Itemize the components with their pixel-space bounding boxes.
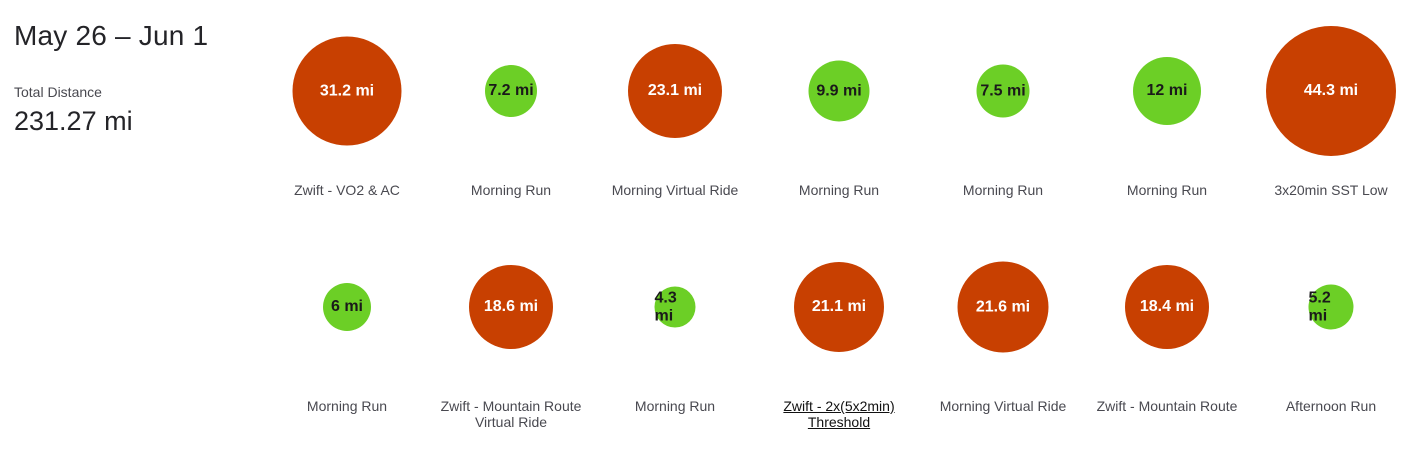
activity-distance-bubble[interactable]: 6 mi (323, 283, 371, 331)
total-distance-value: 231.27 mi (14, 106, 133, 136)
total-distance-label: Total Distance (14, 84, 102, 100)
activity-item[interactable]: 9.9 mi Morning Run (757, 6, 921, 226)
activity-name-link[interactable]: Zwift - 2x(5x2min) Threshold (783, 398, 895, 430)
activity-item[interactable]: 21.6 mi Morning Virtual Ride (921, 222, 1085, 442)
activity-item[interactable]: 31.2 mi Zwift - VO2 & AC (265, 6, 429, 226)
activity-item[interactable]: 4.3 mi Morning Run (593, 222, 757, 442)
bubble-area: 7.2 mi (429, 6, 593, 176)
activity-name-link[interactable]: Zwift - Mountain Route (1096, 398, 1238, 414)
activity-item[interactable]: 12 mi Morning Run (1085, 6, 1249, 226)
bubble-area: 9.9 mi (757, 6, 921, 176)
bubble-area: 21.6 mi (921, 222, 1085, 392)
activity-name-link[interactable]: Morning Run (306, 398, 388, 414)
bubble-area: 5.2 mi (1249, 222, 1409, 392)
activity-item[interactable]: 5.2 mi Afternoon Run (1249, 222, 1409, 442)
bubble-area: 6 mi (265, 222, 429, 392)
activity-item[interactable]: 7.5 mi Morning Run (921, 6, 1085, 226)
bubble-area: 31.2 mi (265, 6, 429, 176)
activity-item[interactable]: 18.4 mi Zwift - Mountain Route (1085, 222, 1249, 442)
activity-name-link[interactable]: Zwift - Mountain Route Virtual Ride (440, 398, 582, 430)
activity-name-link[interactable]: Morning Run (634, 398, 716, 414)
activity-name-link[interactable]: Morning Run (798, 182, 880, 198)
activity-item[interactable]: 7.2 mi Morning Run (429, 6, 593, 226)
date-range: May 26 – Jun 1 (14, 20, 209, 51)
activity-item[interactable]: 44.3 mi 3x20min SST Low (1249, 6, 1409, 226)
bubble-area: 23.1 mi (593, 6, 757, 176)
activity-name-link[interactable]: Morning Run (1126, 182, 1208, 198)
activity-distance-bubble[interactable]: 21.6 mi (957, 261, 1049, 353)
activity-item[interactable]: 18.6 mi Zwift - Mountain Route Virtual Ri… (429, 222, 593, 442)
activity-distance-bubble[interactable]: 18.6 mi (469, 265, 553, 349)
activity-name-link[interactable]: 3x20min SST Low (1274, 182, 1388, 198)
activity-name-link[interactable]: Morning Virtual Ride (611, 182, 739, 198)
activity-distance-bubble[interactable]: 7.2 mi (485, 65, 537, 117)
activity-distance-bubble[interactable]: 5.2 mi (1308, 284, 1354, 330)
bubble-area: 18.6 mi (429, 222, 593, 392)
activity-distance-bubble[interactable]: 18.4 mi (1125, 265, 1209, 349)
activity-distance-bubble[interactable]: 7.5 mi (976, 64, 1030, 118)
bubble-area: 18.4 mi (1085, 222, 1249, 392)
activity-item[interactable]: 23.1 mi Morning Virtual Ride (593, 6, 757, 226)
activity-distance-bubble[interactable]: 4.3 mi (654, 286, 696, 328)
activity-grid: 31.2 mi Zwift - VO2 & AC 7.2 mi Morning Run… (265, 0, 1409, 450)
summary-panel: May 26 – Jun 1 Total Distance 231.27 mi (14, 18, 254, 137)
activity-distance-bubble[interactable]: 23.1 mi (628, 44, 722, 138)
bubble-area: 44.3 mi (1249, 6, 1409, 176)
bubble-area: 21.1 mi (757, 222, 921, 392)
activity-item[interactable]: 21.1 mi Zwift - 2x(5x2min) Threshold (757, 222, 921, 442)
activity-distance-bubble[interactable]: 44.3 mi (1266, 26, 1396, 156)
bubble-area: 7.5 mi (921, 6, 1085, 176)
activity-name-link[interactable]: Afternoon Run (1285, 398, 1377, 414)
activity-name-link[interactable]: Morning Run (962, 182, 1044, 198)
activity-distance-bubble[interactable]: 21.1 mi (794, 262, 884, 352)
activity-name-link[interactable]: Morning Virtual Ride (939, 398, 1067, 414)
activity-distance-bubble[interactable]: 12 mi (1133, 57, 1201, 125)
activity-distance-bubble[interactable]: 9.9 mi (808, 60, 870, 122)
activity-name-link[interactable]: Morning Run (470, 182, 552, 198)
activity-item[interactable]: 6 mi Morning Run (265, 222, 429, 442)
activity-distance-bubble[interactable]: 31.2 mi (292, 36, 402, 146)
bubble-area: 4.3 mi (593, 222, 757, 392)
activity-name-link[interactable]: Zwift - VO2 & AC (294, 182, 400, 198)
bubble-area: 12 mi (1085, 6, 1249, 176)
